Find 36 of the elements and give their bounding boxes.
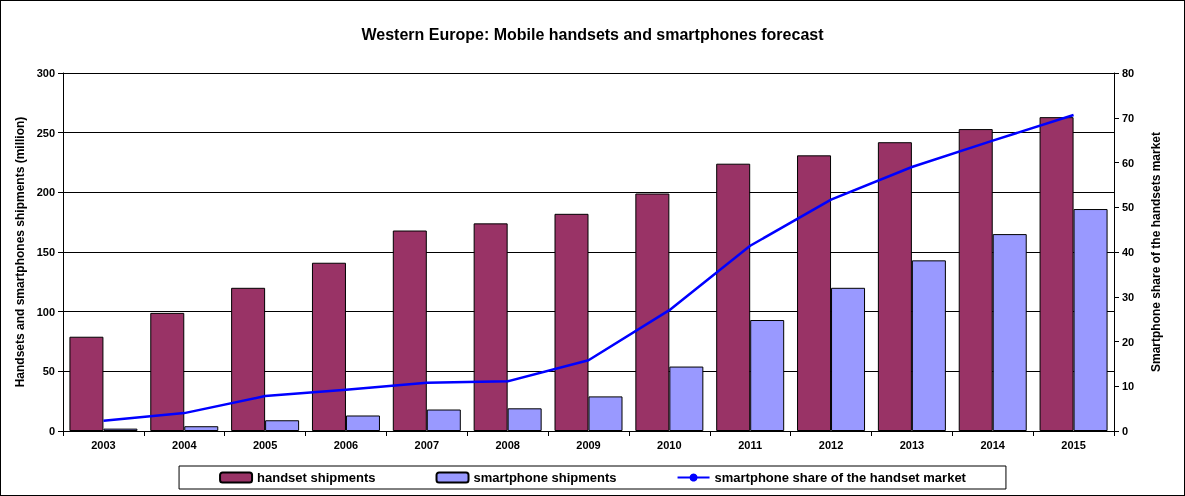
y2-tick-label: 0: [1122, 425, 1129, 437]
y2-tick-label: 40: [1122, 246, 1135, 258]
x-tick-label: 2013: [899, 438, 925, 451]
y2-tick-label: 50: [1122, 201, 1135, 214]
legend-label: handset shipments: [257, 470, 376, 485]
x-tick-label: 2015: [1061, 438, 1086, 451]
line-series: [102, 113, 1075, 422]
x-tick-label: 2006: [333, 438, 359, 451]
x-tick-label: 2011: [738, 438, 763, 451]
y2-tick-label: 10: [1122, 380, 1135, 393]
x-tick-label: 2010: [657, 438, 682, 451]
legend-label: smartphone share of the handset market: [714, 470, 967, 485]
x-tick-label: 2007: [414, 438, 440, 451]
y-tick-label: 100: [36, 305, 55, 318]
y-tick-label: 50: [42, 365, 55, 378]
y-tick-label: 200: [36, 186, 55, 199]
x-tick-label: 2005: [252, 438, 278, 451]
y2-tick-label: 60: [1122, 156, 1135, 169]
y2-tick-label: 30: [1122, 290, 1135, 303]
y2-tick-label: 80: [1122, 67, 1135, 79]
y-axis-title: Handsets and smartphones shipments (million): [12, 116, 27, 388]
y-tick-label: 250: [36, 126, 55, 139]
x-tick-label: 2009: [576, 438, 601, 451]
x-tick-label: 2003: [91, 438, 116, 451]
y2-axis-title: Smartphone share of the handsets market: [1149, 131, 1163, 373]
x-tick-label: 2012: [818, 438, 844, 451]
y-tick-label: 0: [48, 425, 55, 437]
y-tick-label: 300: [36, 67, 55, 79]
y2-tick-label: 70: [1122, 111, 1135, 124]
x-tick-label: 2014: [980, 438, 1006, 451]
y-tick-label: 150: [36, 246, 55, 258]
legend-label: smartphone shipments: [473, 470, 617, 485]
x-tick-label: 2008: [495, 438, 520, 451]
chart-title: Western Europe: Mobile handsets and smartphones forecast: [361, 25, 825, 43]
y2-tick-label: 20: [1122, 335, 1135, 348]
x-tick-label: 2004: [172, 438, 198, 451]
